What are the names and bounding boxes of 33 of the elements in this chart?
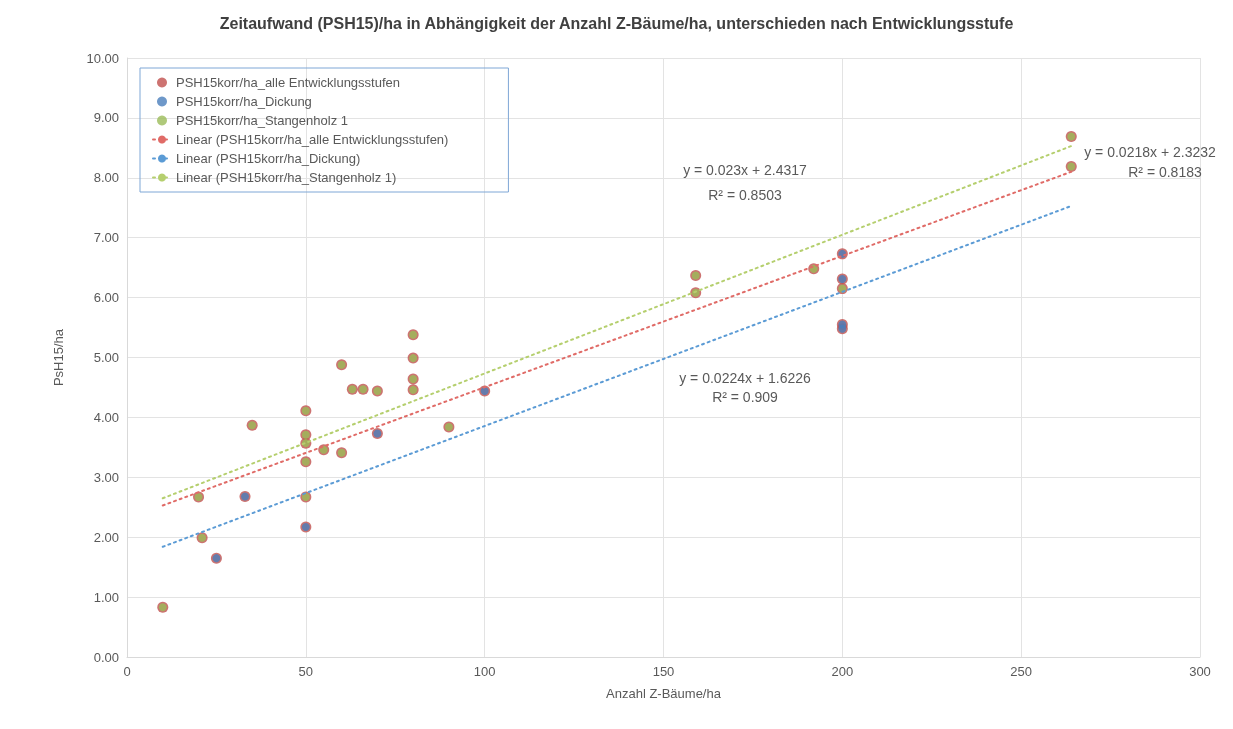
legend-label: Linear (PSH15korr/ha_alle Entwicklungsstufen): [176, 132, 449, 147]
x-axis-title: Anzahl Z-Bäume/ha: [606, 686, 722, 701]
annotation: R² = 0.909: [712, 389, 779, 405]
y-tick-label: 0.00: [93, 649, 119, 665]
y-tick-label: 1.00: [93, 589, 119, 605]
x-tick-label: 0: [123, 664, 131, 679]
annotation: y = 0.023x + 2.4317: [683, 162, 808, 178]
y-tick-label: 6.00: [93, 290, 119, 306]
legend-label: Linear (PSH15korr/ha_Stangenholz 1): [176, 170, 397, 185]
x-tick-label: 150: [652, 664, 675, 679]
x-tick-label: 250: [1010, 664, 1033, 679]
legend-label: Linear (PSH15korr/ha_Dickung): [176, 151, 361, 166]
chart-title: Zeitaufwand (PSH15)/ha in Abhängigkeit der Anzahl Z-Bäume/ha, unterschieden nach Entwicklungsstufe: [219, 14, 1014, 32]
x-tick-label: 200: [831, 664, 854, 679]
legend-label: PSH15korr/ha_Stangenholz 1: [176, 113, 349, 128]
annotation: y = 0.0218x + 2.3232: [1084, 144, 1216, 160]
x-tick-label: 100: [473, 664, 496, 679]
annotation: R² = 0.8503: [708, 187, 782, 203]
y-tick-label: 7.00: [93, 230, 119, 246]
y-tick-label: 9.00: [93, 110, 119, 126]
legend-label: PSH15korr/ha_alle Entwicklungsstufen: [176, 75, 401, 90]
y-tick-label: 5.00: [93, 350, 119, 365]
y-tick-label: 8.00: [93, 170, 119, 186]
y-tick-label: 10.00: [86, 50, 119, 66]
y-tick-label: 3.00: [93, 469, 119, 485]
x-tick-label: 300: [1189, 664, 1211, 679]
annotation: y = 0.0224x + 1.6226: [679, 370, 811, 386]
y-axis-title: PsH15/ha: [51, 328, 66, 387]
x-tick-label: 50: [298, 664, 314, 679]
annotation: R² = 0.8183: [1128, 164, 1202, 180]
y-tick-label: 2.00: [93, 529, 119, 545]
legend-label: PSH15korr/ha_Dickung: [176, 94, 312, 109]
y-tick-label: 4.00: [93, 409, 119, 425]
